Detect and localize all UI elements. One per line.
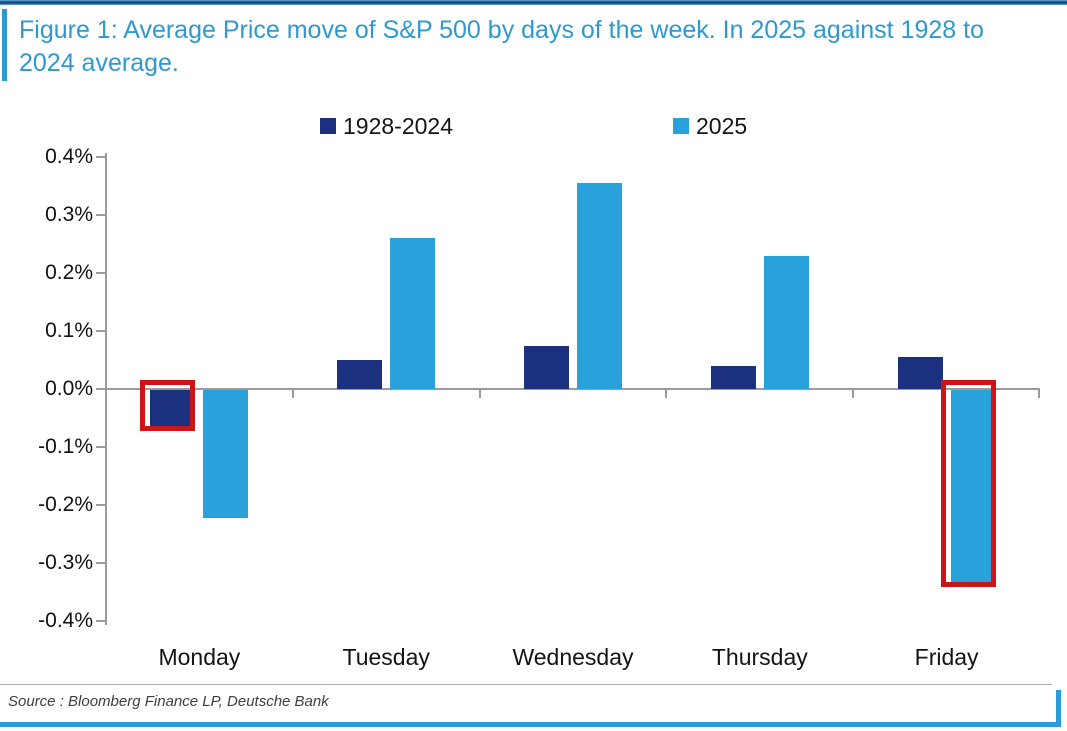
y-tick-label: 0.2% [45,261,93,284]
y-tick-label: -0.2% [38,493,93,516]
legend-item-2025: 2025 [673,113,747,139]
highlight-outline-monday [140,380,196,431]
x-axis-label-wednesday: Wednesday [512,644,634,670]
bar-tuesday-1928-2024 [337,360,383,389]
y-tick-mark [96,620,105,622]
y-tick-label: -0.4% [38,609,93,632]
x-axis-label-thursday: Thursday [711,644,808,670]
y-tick-label: -0.3% [38,551,93,574]
legend-item-1928-2024: 1928-2024 [320,113,453,139]
y-tick-mark [96,272,105,274]
highlight-outline-friday [940,380,996,588]
y-tick-mark [96,156,105,158]
title-left-rule [2,9,7,81]
bar-friday-2025 [950,390,996,588]
bar-tuesday-2025 [390,238,436,389]
y-tick-label: -0.1% [38,435,93,458]
bar-wednesday-1928-2024 [524,345,569,389]
legend-label-1928-2024: 1928-2024 [343,112,453,139]
x-axis-separator-tick [852,389,855,398]
x-axis-separator-tick [478,389,481,398]
source-separator-line [0,684,1052,685]
bottom-border-right-cap [1056,690,1061,727]
x-axis-end-tick [1038,389,1040,398]
zero-line [106,388,1040,390]
top-border-line [0,0,1067,5]
bar-wednesday-2025 [577,183,622,389]
y-tick-mark [96,446,105,448]
x-axis-label-monday: Monday [158,644,241,670]
x-axis-separator-tick [291,389,294,398]
figure-title: Figure 1: Average Price move of S&P 500 … [19,16,984,77]
y-tick-label: 0.1% [45,319,93,342]
y-tick-mark [96,562,105,564]
y-tick-label: 0.3% [45,203,93,226]
bar-monday-1928-2024 [150,390,196,431]
bar-monday-2025 [203,390,249,518]
legend-swatch-2025 [673,118,689,134]
y-tick-mark [96,388,105,390]
x-axis-label-tuesday: Tuesday [342,644,430,670]
legend-swatch-1928-2024 [320,118,336,134]
bar-friday-1928-2024 [897,357,943,389]
y-tick-mark [96,214,105,216]
bar-thursday-1928-2024 [710,365,756,389]
y-tick-mark [96,330,105,332]
bottom-border-line [0,722,1061,727]
x-axis-separator-tick [665,389,668,398]
y-tick-label: 0.0% [45,377,93,400]
y-tick-label: 0.4% [45,145,93,168]
legend-label-2025: 2025 [696,112,748,139]
y-tick-mark [96,504,105,506]
source-note: Source : Bloomberg Finance LP, Deutsche … [8,693,329,710]
bar-thursday-2025 [763,255,809,389]
x-axis-label-friday: Friday [914,644,979,670]
